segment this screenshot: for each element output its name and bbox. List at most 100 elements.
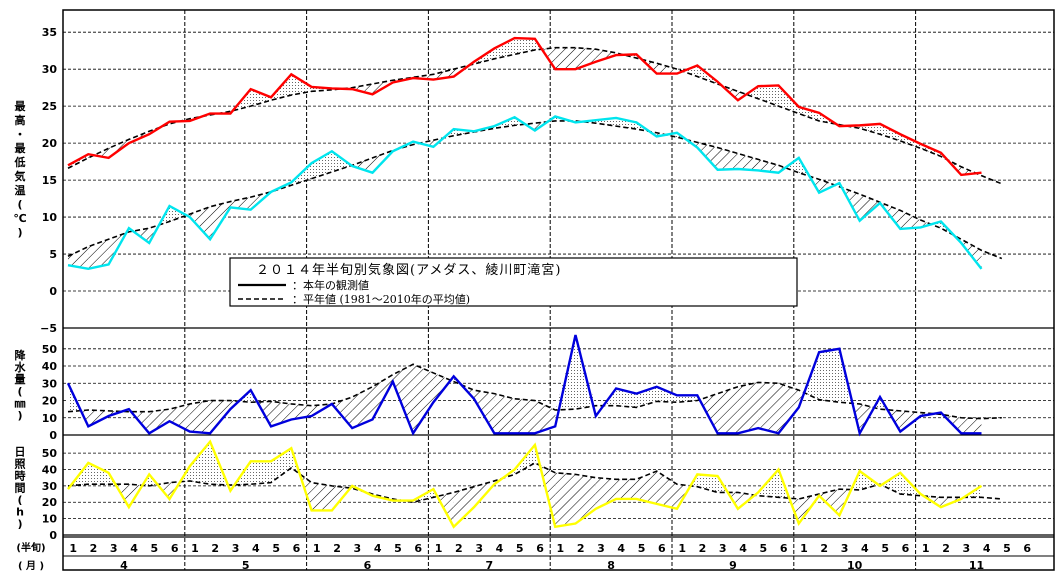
y-axis-label-char: 照 bbox=[15, 458, 26, 471]
below-normal-area bbox=[656, 63, 677, 74]
pentad-tick-label: 1 bbox=[922, 542, 930, 555]
y-axis-label-char: ) bbox=[17, 518, 22, 531]
above-normal-area bbox=[798, 106, 820, 121]
y-axis-label-char: ( bbox=[17, 198, 22, 211]
y-tick-label: 20 bbox=[42, 137, 58, 150]
above-normal-area bbox=[616, 117, 637, 130]
y-axis-label-char: ㎜ bbox=[15, 397, 26, 410]
y-axis-label-char: 間 bbox=[15, 482, 26, 495]
above-normal-area bbox=[250, 89, 271, 107]
below-normal-area bbox=[636, 471, 657, 504]
plot-frame bbox=[62, 9, 1055, 571]
month-tick-label: 7 bbox=[485, 559, 493, 572]
y-tick-label: 15 bbox=[42, 174, 57, 187]
pentad-tick-label: 4 bbox=[983, 542, 991, 555]
above-normal-area bbox=[331, 151, 352, 172]
above-normal-area bbox=[271, 448, 292, 483]
y-axis-label-char: ) bbox=[17, 226, 22, 239]
pentad-tick-label: 5 bbox=[638, 542, 646, 555]
pentad-tick-label: 4 bbox=[617, 542, 625, 555]
above-normal-area bbox=[880, 123, 901, 141]
pentad-tick-label: 5 bbox=[394, 542, 402, 555]
below-normal-area bbox=[88, 239, 109, 269]
pentad-tick-label: 3 bbox=[841, 542, 849, 555]
below-normal-area bbox=[352, 157, 373, 173]
y-axis-label-char: ) bbox=[17, 409, 22, 422]
y-axis-label-char: ℃ bbox=[13, 212, 26, 225]
above-normal-area bbox=[311, 151, 332, 179]
below-normal-area bbox=[819, 179, 835, 193]
y-tick-label: 30 bbox=[42, 377, 58, 390]
pentad-tick-label: 2 bbox=[211, 542, 219, 555]
pentad-tick-label: 3 bbox=[475, 542, 483, 555]
pentad-tick-label: 5 bbox=[760, 542, 768, 555]
month-tick-label: 4 bbox=[120, 559, 128, 572]
y-tick-label: 20 bbox=[42, 395, 58, 408]
pentad-tick-label: 2 bbox=[820, 542, 828, 555]
below-normal-area bbox=[555, 47, 576, 70]
y-axis-label-char: 日 bbox=[15, 446, 26, 459]
pentad-tick-label: 3 bbox=[597, 542, 605, 555]
above-normal-area bbox=[169, 205, 187, 222]
below-normal-area bbox=[352, 386, 373, 429]
y-tick-label: 40 bbox=[42, 360, 58, 373]
y-axis-label-char: 高 bbox=[15, 113, 26, 127]
below-normal-area bbox=[534, 400, 556, 434]
pentad-tick-label: 3 bbox=[963, 542, 971, 555]
y-axis-label-char: 最 bbox=[15, 142, 27, 155]
below-normal-area bbox=[555, 472, 576, 527]
below-normal-area bbox=[352, 83, 373, 95]
y-tick-label: 0 bbox=[49, 285, 57, 298]
below-normal-area bbox=[961, 417, 982, 434]
below-normal-area bbox=[189, 400, 211, 434]
normal-line-tmax_norm bbox=[67, 46, 1003, 185]
y-tick-label: 10 bbox=[42, 211, 58, 224]
y-tick-label: 10 bbox=[42, 412, 58, 425]
month-tick-label: 8 bbox=[607, 559, 615, 572]
y-tick-label: 25 bbox=[42, 100, 57, 113]
below-normal-area bbox=[575, 47, 596, 70]
below-normal-area bbox=[291, 403, 312, 420]
pentad-tick-label: 1 bbox=[435, 542, 443, 555]
pentad-tick-label: 2 bbox=[90, 542, 98, 555]
y-tick-label: 20 bbox=[42, 496, 58, 509]
y-tick-label: 0 bbox=[49, 429, 57, 442]
below-normal-area bbox=[494, 393, 515, 434]
y-axis-label-char: 降 bbox=[15, 348, 27, 362]
legend-normal-label: ：平年値 (1981〜2010年の平均値) bbox=[292, 292, 470, 306]
below-normal-area bbox=[149, 409, 170, 434]
y-tick-label: 50 bbox=[42, 343, 58, 356]
below-normal-area bbox=[189, 206, 211, 240]
y-axis-label-char: 量 bbox=[15, 373, 26, 386]
below-normal-area bbox=[737, 153, 759, 171]
below-normal-area bbox=[169, 403, 190, 432]
pentad-tick-label: 4 bbox=[861, 542, 869, 555]
pentad-tick-label: 2 bbox=[577, 542, 585, 555]
y-axis-label-char: ( bbox=[17, 385, 22, 398]
legend-box bbox=[229, 257, 798, 307]
pentad-tick-label: 4 bbox=[496, 542, 504, 555]
y-axis-label-char: 低 bbox=[14, 155, 26, 169]
below-normal-area bbox=[737, 382, 759, 434]
y-tick-label: 35 bbox=[42, 26, 57, 39]
pentad-tick-label: 5 bbox=[881, 542, 889, 555]
above-normal-area bbox=[250, 461, 271, 485]
pentad-tick-label: 5 bbox=[516, 542, 524, 555]
y-tick-label: 10 bbox=[42, 513, 58, 526]
pentad-tick-label: 3 bbox=[232, 542, 240, 555]
y-tick-label: 30 bbox=[42, 63, 58, 76]
above-normal-area bbox=[656, 386, 677, 403]
y-axis-label-char: 温 bbox=[15, 183, 26, 197]
pentad-tick-label: 4 bbox=[739, 542, 747, 555]
below-normal-area bbox=[88, 410, 109, 427]
below-normal-area bbox=[717, 147, 738, 170]
normal-line-prec_norm bbox=[67, 363, 1002, 420]
pentad-tick-label: 6 bbox=[780, 542, 788, 555]
observed-line-tmax_obs bbox=[67, 36, 982, 177]
pentad-tick-label: 2 bbox=[333, 542, 341, 555]
y-axis-label-char: h bbox=[16, 506, 24, 519]
pentad-tick-label: 1 bbox=[69, 542, 77, 555]
pentad-tick-label: 1 bbox=[191, 542, 199, 555]
above-normal-area bbox=[859, 123, 880, 135]
